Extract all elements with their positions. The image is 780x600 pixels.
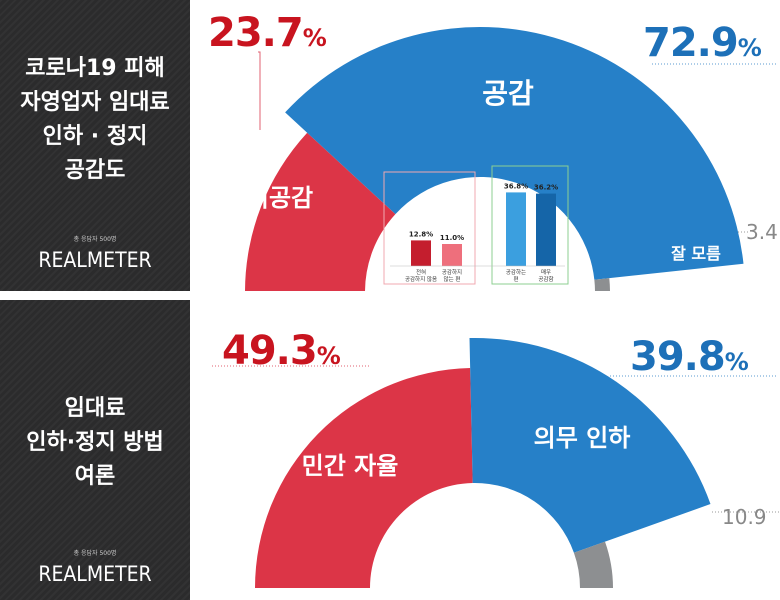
segment-private-autonomy xyxy=(255,368,473,588)
respondent-count: 총 응답자 500명 xyxy=(73,236,117,243)
value-label: 10.9 xyxy=(722,505,767,529)
breakdown-bar-label: 공감하지 xyxy=(442,268,462,276)
segment-mandatory-cut xyxy=(469,338,711,553)
segment-label: 비공감 xyxy=(247,184,313,212)
value-label: 3.4 xyxy=(746,220,778,244)
value-label: 39.8% xyxy=(630,334,749,380)
breakdown-bar-value: 12.8% xyxy=(409,230,433,238)
value-number: 23.7 xyxy=(208,10,303,56)
segment-label: 민간 자율 xyxy=(302,452,399,480)
breakdown-bar-value: 36.8% xyxy=(504,182,528,190)
segment-label: 잘 모름 xyxy=(671,244,721,263)
title-line: 인하 · 정지 xyxy=(42,124,148,149)
breakdown-box-agree xyxy=(491,165,569,285)
percent-sign: % xyxy=(317,342,341,370)
breakdown-box-disagree xyxy=(383,171,476,285)
breakdown-bar xyxy=(411,240,431,266)
breakdown-bar-label: 편 xyxy=(513,275,518,283)
breakdown-bar-label: 전혀 xyxy=(416,268,426,276)
breakdown-bar-label: 공감하는 xyxy=(506,268,526,276)
leader-line xyxy=(258,51,261,130)
value-label: 49.3% xyxy=(222,328,341,374)
value-label: 23.7% xyxy=(208,10,327,56)
panel-title: 코로나19 피해 자영업자 임대료 인하 · 정지 공감도 xyxy=(0,52,190,188)
title-line: 자영업자 임대료 xyxy=(20,90,170,115)
value-label: 72.9% xyxy=(643,20,762,66)
breakdown-bar-value: 36.2% xyxy=(534,184,558,192)
segment-label: 공감 xyxy=(482,77,534,110)
breakdown-bar-label: 매우 xyxy=(541,268,551,276)
title-line: 여론 xyxy=(74,464,116,489)
segment-dont-know xyxy=(573,541,613,588)
sidebar-panel-2: 임대료 인하·정지 방법 여론 총 응답자 500명 REALMETER xyxy=(0,300,190,600)
sidebar-panel-1: 코로나19 피해 자영업자 임대료 인하 · 정지 공감도 총 응답자 500명… xyxy=(0,0,190,291)
segment-sympathize xyxy=(285,27,744,280)
breakdown-bar-label: 공감함 xyxy=(538,275,553,283)
title-line: 임대료 xyxy=(64,396,126,421)
segment-label: 잘 모름 xyxy=(625,542,687,566)
breakdown-bar xyxy=(536,193,556,266)
value-number: 72.9 xyxy=(643,20,738,66)
segment-not-sympathize xyxy=(245,132,396,291)
breakdown-bar-label: 않는 편 xyxy=(444,275,461,283)
sympathy-semicircle-chart: 비공감 공감 잘 모름 23.7% 72.9% 3.4 12.8% 전혀공감하지 … xyxy=(208,10,778,291)
respondent-count: 총 응답자 500명 xyxy=(73,550,117,557)
value-number: 49.3 xyxy=(222,328,317,374)
breakdown-bar-label: 공감하지 않음 xyxy=(405,275,437,283)
percent-sign: % xyxy=(303,24,327,52)
segment-label: 의무 인하 xyxy=(534,424,631,452)
title-line: 인하·정지 방법 xyxy=(26,430,164,455)
realmeter-logo: REALMETER xyxy=(38,562,152,586)
breakdown-bar-value: 11.0% xyxy=(440,234,464,242)
panel-title: 임대료 인하·정지 방법 여론 xyxy=(0,392,190,494)
title-line: 코로나19 피해 xyxy=(25,56,165,81)
panel-divider xyxy=(0,291,780,300)
segment-dont-know xyxy=(594,278,610,291)
breakdown-bar xyxy=(506,192,526,266)
breakdown-bar xyxy=(442,244,462,266)
percent-sign: % xyxy=(725,348,749,376)
realmeter-logo: REALMETER xyxy=(38,248,152,272)
title-line: 공감도 xyxy=(64,158,126,183)
value-number: 39.8 xyxy=(630,334,725,380)
rent-method-semicircle-chart: 민간 자율 의무 인하 잘 모름 49.3% 39.8% 10.9 xyxy=(212,328,780,588)
percent-sign: % xyxy=(738,34,762,62)
